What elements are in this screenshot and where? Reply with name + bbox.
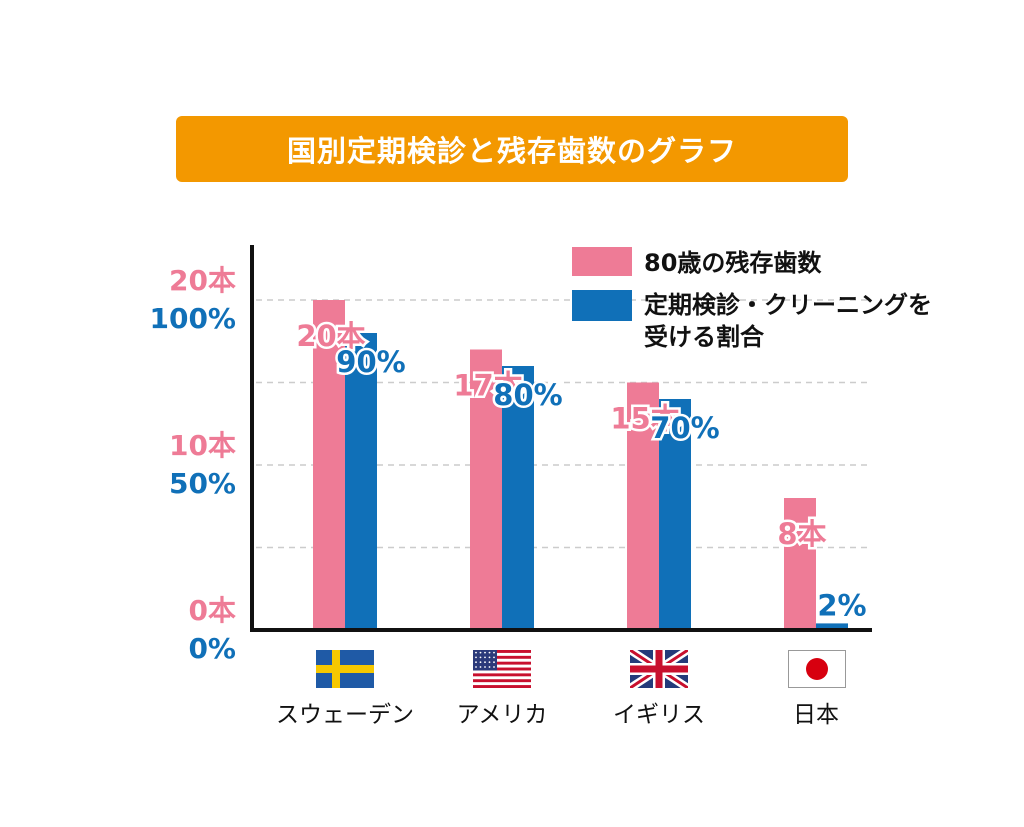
flag-star — [479, 666, 482, 668]
category-label: 日本 — [793, 702, 839, 728]
legend-label-rate-line1: 定期検診・クリーニングを — [644, 291, 932, 319]
y-tick-rate: 100% — [149, 302, 236, 335]
bar-rate — [659, 399, 691, 630]
y-tick-rate: 50% — [169, 467, 236, 500]
flag-star — [488, 656, 491, 659]
flag-star — [475, 651, 477, 654]
sweden-flag — [316, 650, 374, 688]
flag-star — [493, 666, 495, 668]
bar-teeth — [627, 382, 659, 630]
y-tick-teeth: 20本 — [169, 264, 236, 297]
y-tick-rate: 0% — [188, 632, 236, 665]
flag-cross-h — [316, 665, 374, 673]
flag-cross-red-h — [630, 665, 688, 673]
bar-label-teeth: 8本 — [777, 517, 826, 551]
flag-star — [484, 656, 486, 659]
flag-star — [479, 656, 482, 659]
bar-label-teeth: 20本 — [296, 319, 365, 353]
legend-swatch-teeth — [572, 247, 632, 276]
bar-rate — [502, 366, 534, 630]
legend-label-teeth: 80歳の残存歯数 — [644, 249, 822, 277]
flag-stripe — [473, 667, 531, 671]
flag-stripe — [473, 679, 531, 683]
y-tick-labels: 20本 100% 10本 50% 0本 0% — [149, 264, 236, 665]
chart-title: 国別定期検診と残存歯数のグラフ — [176, 116, 848, 182]
bar-label-rate: 90% — [336, 345, 405, 379]
axes — [250, 245, 872, 632]
bar-label-teeth: 17本 — [453, 369, 522, 403]
bar-teeth — [784, 498, 816, 630]
uk-flag — [630, 650, 688, 688]
flag-star — [493, 651, 495, 654]
flag-star — [488, 666, 491, 668]
flag-stripe — [473, 661, 531, 665]
flags — [316, 650, 846, 688]
flag-star — [479, 661, 482, 664]
flag-sun — [806, 658, 828, 680]
flag-stripe — [473, 650, 531, 653]
category-label: アメリカ — [457, 702, 548, 728]
japan-flag — [788, 650, 846, 688]
bar-label-rate: 70% — [650, 411, 719, 445]
flag-star — [475, 666, 477, 668]
flag-star — [484, 661, 486, 664]
flag-star — [475, 661, 477, 664]
bar-label-teeth: 15本 — [610, 402, 679, 436]
flag-star — [488, 651, 491, 654]
flag-stripe — [473, 685, 531, 688]
bar-label-rate: 80% — [493, 378, 562, 412]
flag-star — [484, 666, 486, 668]
flag-stripe — [473, 673, 531, 677]
bar-teeth — [313, 300, 345, 630]
flag-star — [493, 656, 495, 659]
legend-swatch-rate — [572, 290, 632, 321]
bar-teeth — [470, 349, 502, 630]
flag-star — [493, 661, 495, 664]
bars — [313, 300, 848, 630]
category-labels: スウェーデン アメリカ イギリス 日本 — [276, 702, 839, 728]
y-tick-teeth: 10本 — [169, 429, 236, 462]
y-tick-teeth: 0本 — [189, 594, 236, 627]
bar-rate — [816, 623, 848, 630]
flag-star — [475, 656, 477, 659]
flag-star — [479, 651, 482, 654]
legend-label-rate-line2: 受ける割合 — [644, 323, 765, 351]
flag-canton — [473, 650, 497, 671]
flag-star — [484, 651, 486, 654]
usa-flag — [473, 650, 531, 688]
flag-stripe — [473, 655, 531, 659]
flag-star — [488, 661, 491, 664]
bar-rate — [345, 333, 377, 630]
category-label: イギリス — [613, 702, 705, 728]
category-label: スウェーデン — [276, 702, 414, 728]
bar-label-rate: 2% — [817, 588, 866, 622]
